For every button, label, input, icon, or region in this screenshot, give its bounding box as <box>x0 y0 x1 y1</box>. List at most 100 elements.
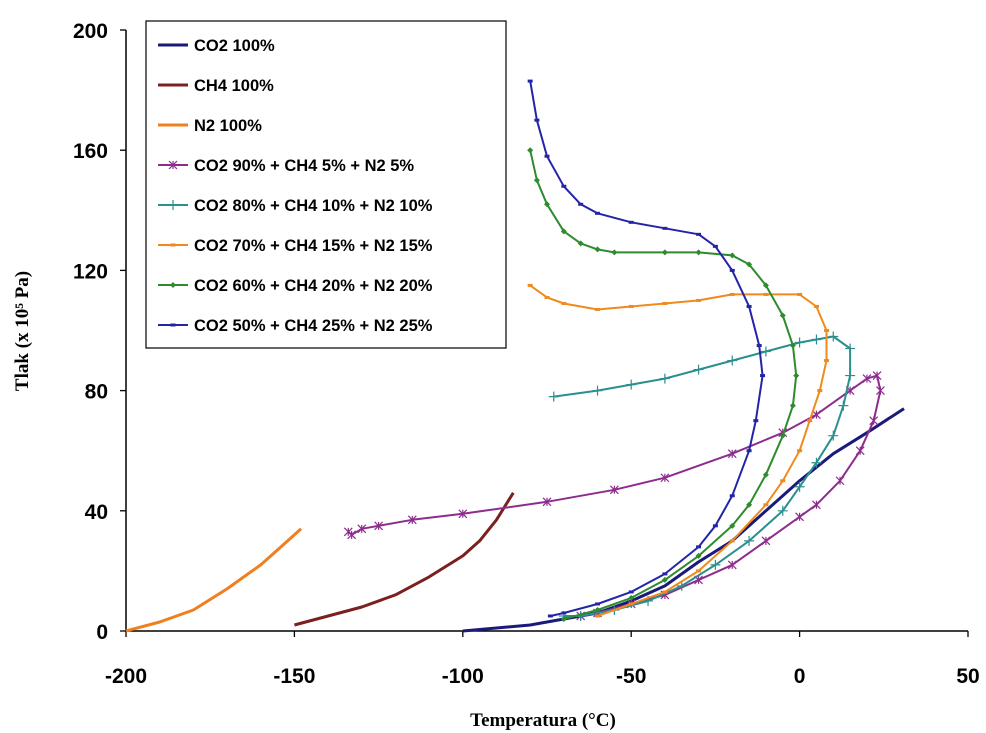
data-point <box>170 323 176 327</box>
axes: -200 -150 -100 -50 0 50 0 40 80 120 160 200 <box>73 20 980 688</box>
data-point <box>628 602 634 606</box>
data-point <box>729 539 735 543</box>
data-point <box>789 342 796 349</box>
data-point <box>170 282 176 288</box>
data-point <box>862 374 872 384</box>
data-point <box>560 228 567 235</box>
data-point <box>534 118 540 122</box>
data-point <box>592 385 603 396</box>
data-point <box>817 389 823 393</box>
data-point <box>458 509 468 519</box>
data-point <box>780 479 786 483</box>
x-axis-title: Temperatura (°C) <box>470 710 616 731</box>
data-point <box>762 471 769 478</box>
data-point <box>795 512 805 522</box>
data-point <box>794 337 805 348</box>
data-point <box>168 200 178 210</box>
legend-label: CO2 100% <box>194 37 275 55</box>
legend-box <box>145 20 507 349</box>
data-point <box>794 481 805 492</box>
data-point <box>595 211 601 215</box>
data-point <box>811 334 822 345</box>
series-co2-50-ch4-25-n2-25 <box>527 79 766 618</box>
data-point <box>812 410 821 420</box>
data-point <box>828 430 839 441</box>
data-point <box>753 419 759 423</box>
data-point <box>828 331 839 342</box>
series-n2-100 <box>125 527 303 633</box>
data-point <box>595 602 601 606</box>
legend-label: CO2 80% + CH4 10% + N2 10% <box>194 197 433 215</box>
data-point <box>727 355 738 366</box>
x-tick-label: -150 <box>273 665 315 688</box>
y-tick-label: 120 <box>73 260 108 283</box>
data-point <box>744 535 755 546</box>
legend-label: CO2 90% + CH4 5% + N2 5% <box>194 157 414 175</box>
data-point <box>628 220 634 224</box>
data-point <box>357 524 367 534</box>
x-tick-label: -200 <box>105 665 147 688</box>
series-co2-100 <box>462 407 905 633</box>
y-tick-label: 200 <box>73 20 108 43</box>
data-point <box>548 391 559 402</box>
data-point <box>756 344 762 348</box>
x-tick-label: -100 <box>442 665 484 688</box>
data-point <box>729 268 735 272</box>
data-point <box>835 476 845 486</box>
legend-label: N2 100% <box>194 117 262 135</box>
data-point <box>628 590 634 594</box>
data-point <box>168 160 178 170</box>
data-point <box>527 147 534 154</box>
series-line <box>294 492 515 627</box>
data-point <box>544 201 550 208</box>
series-line <box>529 284 828 617</box>
data-point <box>696 232 702 236</box>
data-point <box>838 400 849 411</box>
data-point <box>560 615 567 622</box>
data-point <box>845 370 856 381</box>
legend-label: CO2 70% + CH4 15% + N2 15% <box>194 237 433 255</box>
series-ch4-100 <box>294 492 515 627</box>
data-point <box>746 501 753 508</box>
data-point <box>561 301 567 305</box>
x-tick-label: 0 <box>794 665 806 688</box>
data-point <box>712 524 718 528</box>
data-point <box>811 457 822 468</box>
series-layer <box>125 79 905 633</box>
data-point <box>628 594 635 601</box>
data-point <box>696 545 702 549</box>
data-point <box>544 154 550 158</box>
data-point <box>547 614 553 618</box>
series-line <box>553 335 852 617</box>
y-axis-title: Tlak (x 10⁵ Pa) <box>12 271 33 391</box>
data-point <box>595 307 601 311</box>
data-point <box>662 572 668 576</box>
data-point <box>727 449 737 459</box>
data-point <box>872 371 882 380</box>
series-co2-90-ch4-5-n2-5 <box>343 371 885 621</box>
data-point <box>594 606 601 613</box>
data-point <box>662 590 668 594</box>
data-point <box>797 449 803 453</box>
data-point <box>695 552 702 559</box>
data-point <box>876 386 885 396</box>
x-tick-label: -50 <box>616 665 646 688</box>
x-tick-label: 50 <box>956 665 979 688</box>
series-line <box>125 527 303 633</box>
y-tick-label: 80 <box>85 381 108 404</box>
data-point <box>727 560 737 570</box>
data-point <box>813 304 819 308</box>
data-point <box>611 249 618 256</box>
data-point <box>660 473 670 483</box>
data-point <box>696 298 702 302</box>
y-tick-label: 40 <box>85 501 108 524</box>
data-point <box>578 202 584 206</box>
y-tick-label: 0 <box>96 621 108 644</box>
data-point <box>407 515 417 525</box>
data-point <box>594 246 601 253</box>
data-point <box>760 374 766 378</box>
data-point <box>662 226 668 230</box>
data-point <box>659 373 670 384</box>
